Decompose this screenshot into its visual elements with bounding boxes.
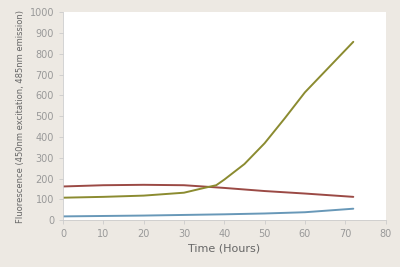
Y-axis label: Fluorescence (450nm excitation, 485nm emission): Fluorescence (450nm excitation, 485nm em… [16, 10, 25, 223]
X-axis label: Time (Hours): Time (Hours) [188, 243, 260, 253]
